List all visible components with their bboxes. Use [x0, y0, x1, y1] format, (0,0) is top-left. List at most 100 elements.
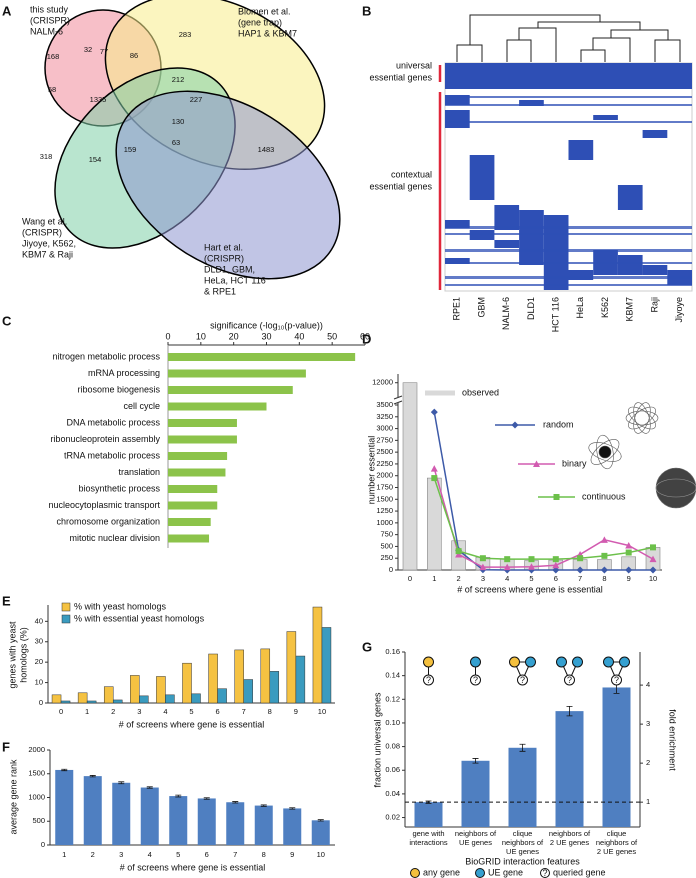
y2-tick-label: 3 — [646, 719, 650, 728]
x-tick-label: 20 — [229, 331, 239, 341]
marker — [649, 555, 657, 563]
error-bar — [89, 775, 96, 778]
marker — [528, 563, 535, 570]
y-tick-label: 40 — [35, 616, 43, 625]
x-tick-label: 9 — [290, 850, 294, 859]
y-tick-label: 0 — [39, 698, 43, 707]
heatmap-stripe — [445, 226, 692, 229]
marker — [479, 555, 486, 562]
set-label: NALM-6 — [30, 26, 63, 36]
x-tick-label: 10 — [317, 850, 325, 859]
legend-swatch — [61, 602, 71, 612]
marker — [600, 566, 608, 574]
error-bar — [175, 794, 182, 798]
x-tick-label: 6 — [554, 574, 558, 583]
error-bar — [519, 743, 526, 752]
legend-label: continuous — [582, 491, 626, 501]
icon-symbol: ? — [473, 675, 478, 685]
region-count: 86 — [130, 51, 138, 60]
x-tick-label: 8 — [268, 707, 272, 716]
marker — [431, 475, 438, 482]
bar — [168, 435, 237, 444]
legend-label: any gene — [423, 867, 460, 877]
set-label: DLD1, GBM, — [204, 264, 255, 274]
y-tick-label: 0.02 — [385, 813, 400, 822]
x-tick-label: 2 — [457, 574, 461, 583]
bar — [77, 692, 88, 704]
bar — [140, 787, 159, 845]
legend-marker — [533, 460, 540, 467]
bar — [86, 700, 97, 704]
x-tick-label: 8 — [602, 574, 606, 583]
column-label: HeLa — [575, 297, 585, 319]
y2-tick-label: 2 — [646, 758, 650, 767]
error-bar — [203, 797, 210, 800]
x-tick-label: 8 — [262, 850, 266, 859]
legend-marker — [410, 868, 420, 878]
legend-label: queried gene — [553, 867, 606, 877]
icon-symbol: ? — [542, 868, 547, 878]
bar — [168, 518, 211, 526]
x-tick-label: 6 — [216, 707, 220, 716]
bar — [312, 606, 323, 704]
bar — [555, 711, 584, 827]
x-tick-label: 7 — [242, 707, 246, 716]
set-label: (gene trap) — [238, 17, 282, 27]
x-tick-label: 0 — [59, 707, 63, 716]
y-tick-label: 0.14 — [385, 671, 400, 680]
bar — [461, 760, 490, 827]
y-tick-label: 250 — [380, 553, 393, 562]
region-count: 63 — [172, 138, 180, 147]
icon-node — [603, 656, 614, 668]
legend-marker — [475, 868, 485, 878]
heatmap-stripe — [445, 249, 692, 252]
legend-label: observed — [462, 387, 499, 397]
y-axis-title: number essential — [366, 436, 376, 505]
x-tick-label: 1 — [62, 850, 66, 859]
x-tick-label: neighbors of — [455, 829, 497, 838]
y-tick-label: 0.06 — [385, 765, 400, 774]
y-tick-label: 3000 — [376, 424, 393, 433]
heatmap-block — [642, 130, 668, 138]
error-bar — [317, 819, 324, 822]
x-tick-label: 3 — [481, 574, 485, 583]
bar — [254, 805, 273, 845]
heatmap-block — [519, 210, 544, 265]
icon-node — [525, 656, 536, 668]
bar — [283, 808, 302, 845]
x-tick-label: 4 — [505, 574, 509, 583]
icon-node — [572, 656, 583, 668]
x-tick-label: 1 — [432, 574, 436, 583]
x-tick-label: UE genes — [459, 838, 492, 847]
marker — [455, 550, 463, 558]
icon-node — [423, 674, 434, 686]
y-tick-label: 0 — [41, 840, 45, 849]
x-axis-title: significance (-log₁₀(p-value)) — [210, 320, 323, 330]
column-label: K562 — [600, 297, 610, 318]
panel-label: D — [362, 331, 371, 346]
set-label: Jiyoye, K562, — [22, 238, 76, 248]
bar — [168, 353, 356, 361]
region-count: 283 — [179, 30, 192, 39]
column-label: Raji — [649, 297, 659, 313]
x-tick-label: 10 — [649, 574, 657, 583]
error-bar — [289, 807, 296, 810]
error-bar — [260, 804, 267, 807]
panel-label: B — [362, 3, 371, 18]
x-axis-title: # of screens where gene is essential — [120, 862, 266, 872]
y-tick-label: 500 — [32, 816, 45, 825]
x-tick-label: 2 UE genes — [550, 838, 589, 847]
y-tick-label: 1000 — [376, 518, 393, 527]
heatmap-block — [568, 140, 594, 160]
x-tick-label: 2 — [111, 707, 115, 716]
heatmap-block — [617, 255, 643, 275]
category-label: translation — [118, 467, 160, 477]
x-tick-label: neighbors of — [596, 838, 638, 847]
region-count: 318 — [40, 152, 53, 161]
y-tick-label: 2000 — [376, 471, 393, 480]
x-tick-label: 0 — [165, 331, 170, 341]
flower-icons — [588, 402, 696, 509]
bar — [168, 419, 237, 427]
x-tick-label: 6 — [205, 850, 209, 859]
